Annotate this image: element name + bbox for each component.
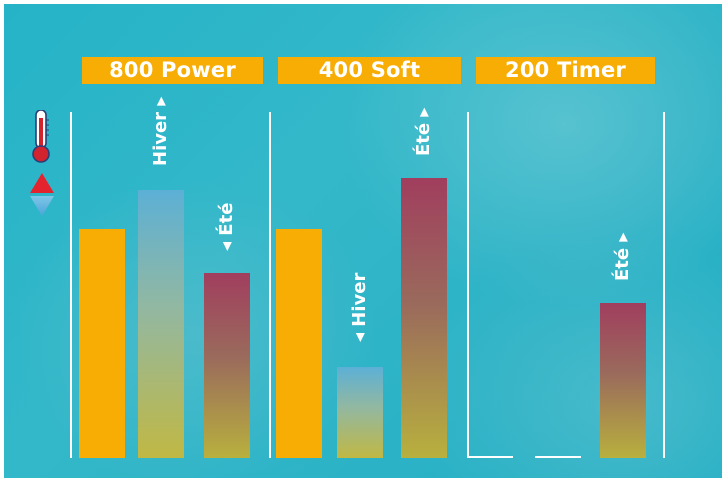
timer-baseline-2 bbox=[535, 456, 581, 458]
triangle-up-icon[interactable] bbox=[28, 172, 56, 218]
screen: 800 Power 400 Soft 200 Timer bbox=[4, 4, 722, 478]
triangle-down-icon[interactable] bbox=[28, 194, 56, 218]
label-power-ete: ◂ Été bbox=[216, 202, 237, 251]
bar-power-base bbox=[79, 229, 125, 458]
bar-power-ete bbox=[204, 273, 250, 458]
divider-3 bbox=[467, 112, 469, 458]
label-timer-ete: Été ▸ bbox=[612, 232, 633, 281]
divider-2 bbox=[269, 112, 271, 458]
bar-soft-base bbox=[276, 229, 322, 458]
program-200-timer-header[interactable]: 200 Timer bbox=[476, 57, 655, 84]
bar-power-hiver bbox=[138, 190, 184, 458]
timer-baseline-1 bbox=[469, 456, 513, 458]
thermometer-icon bbox=[32, 109, 50, 163]
program-800-power-header[interactable]: 800 Power bbox=[82, 57, 263, 84]
label-soft-hiver: ◂ Hiver bbox=[349, 272, 370, 342]
divider-1 bbox=[70, 112, 72, 458]
divider-4 bbox=[663, 112, 665, 458]
bar-timer-ete bbox=[600, 303, 646, 458]
bar-soft-ete bbox=[401, 178, 447, 458]
program-400-soft-header[interactable]: 400 Soft bbox=[278, 57, 461, 84]
bar-soft-hiver bbox=[337, 367, 383, 458]
temperature-controls bbox=[28, 109, 56, 220]
label-soft-ete: Été ▸ bbox=[413, 107, 434, 156]
label-power-hiver: Hiver ▸ bbox=[150, 96, 171, 166]
